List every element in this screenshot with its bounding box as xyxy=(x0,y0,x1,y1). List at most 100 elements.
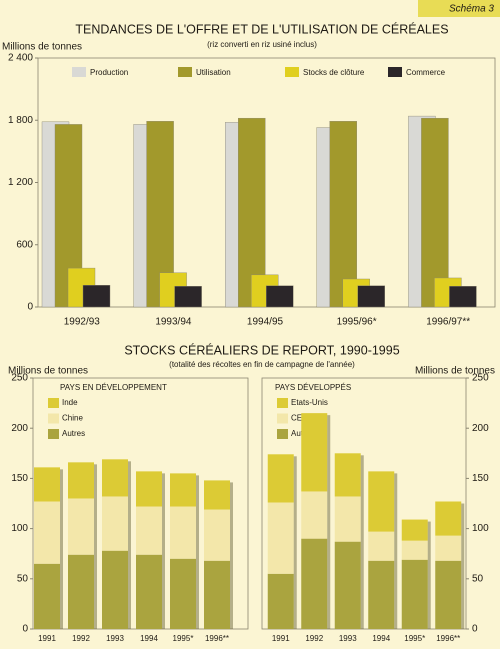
bar-segment xyxy=(435,535,462,561)
y-tick-label: 50 xyxy=(17,573,29,584)
bar-segment xyxy=(368,560,395,629)
chart-subtitle: (totalité des récoltes en fin de campagn… xyxy=(169,360,355,369)
legend-swatch xyxy=(178,67,192,77)
legend-label: CEI xyxy=(291,414,304,423)
y-tick-label: 200 xyxy=(472,423,489,434)
legend-label: Chine xyxy=(62,414,83,423)
x-tick-label: 1993 xyxy=(339,634,357,643)
y-tick-label: 250 xyxy=(472,373,489,384)
bar-segment xyxy=(301,413,328,492)
legend-label: Inde xyxy=(62,398,78,407)
legend-label: Stocks de clôture xyxy=(303,68,365,77)
bar xyxy=(174,286,202,308)
bar-side xyxy=(394,473,398,629)
y-tick-label: 1 800 xyxy=(8,115,33,126)
bar-side xyxy=(196,475,199,629)
x-tick-label: 1996** xyxy=(436,634,460,643)
x-tick-label: 1995/96* xyxy=(337,317,377,328)
bar-segment xyxy=(267,502,294,574)
bar-segment xyxy=(136,554,162,629)
x-tick-label: 1992 xyxy=(305,634,323,643)
bar-segment xyxy=(401,540,428,560)
bar-segment xyxy=(68,462,94,499)
y-tick-label: 1 200 xyxy=(8,177,33,188)
bar-side xyxy=(461,503,465,629)
legend-swatch xyxy=(277,429,288,439)
legend-swatch xyxy=(48,413,59,424)
y-tick-label: 0 xyxy=(472,624,478,635)
bar-segment xyxy=(204,509,230,561)
bar-side xyxy=(293,456,297,629)
y-axis-label: Millions de tonnes xyxy=(8,366,88,377)
bar-segment xyxy=(170,473,196,507)
legend-swatch xyxy=(277,398,288,408)
bar-side xyxy=(360,455,364,629)
header-label: Schéma 3 xyxy=(449,4,494,15)
bar-segment xyxy=(204,480,230,510)
x-tick-label: 1995* xyxy=(404,634,425,643)
bar-segment xyxy=(267,454,294,503)
x-tick-label: 1991 xyxy=(38,634,56,643)
legend-swatch xyxy=(72,67,86,77)
y-tick-label: 250 xyxy=(11,373,28,384)
legend-label: Etats-Unis xyxy=(291,398,328,407)
legend-swatch xyxy=(48,398,59,408)
bar-side xyxy=(162,473,165,629)
x-tick-label: 1991 xyxy=(272,634,290,643)
legend-label: Utilisation xyxy=(196,68,231,77)
x-tick-label: 1994 xyxy=(140,634,158,643)
x-tick-label: 1996** xyxy=(205,634,229,643)
panel-title: PAYS EN DÉVELOPPEMENT xyxy=(60,383,167,392)
x-tick-label: 1992 xyxy=(72,634,90,643)
bar-segment xyxy=(136,506,162,555)
y-tick-label: 0 xyxy=(27,302,33,313)
bar-segment xyxy=(34,563,60,629)
x-tick-label: 1996/97** xyxy=(426,317,470,328)
bar-segment xyxy=(204,560,230,629)
bar-segment xyxy=(334,541,361,629)
legend-swatch xyxy=(285,67,299,77)
bar-segment xyxy=(136,471,162,507)
bar-segment xyxy=(34,501,60,564)
y-axis-label: Millions de tonnes xyxy=(2,42,82,53)
bar-side xyxy=(128,461,131,629)
chart-title: TENDANCES DE L'OFFRE ET DE L'UTILISATION… xyxy=(75,21,448,36)
y-tick-label: 50 xyxy=(472,573,484,584)
bar-side xyxy=(60,469,63,629)
y-tick-label: 150 xyxy=(11,473,28,484)
x-tick-label: 1994 xyxy=(372,634,390,643)
bar xyxy=(421,117,449,308)
y-tick-label: 600 xyxy=(16,239,33,250)
x-tick-label: 1992/93 xyxy=(64,317,101,328)
bar-segment xyxy=(267,573,294,629)
bar-segment xyxy=(368,471,395,532)
chart-subtitle: (riz converti en riz usiné inclus) xyxy=(207,40,317,49)
bar-segment xyxy=(301,538,328,629)
bar-side xyxy=(230,482,233,629)
bar-segment xyxy=(68,498,94,555)
x-tick-label: 1993 xyxy=(106,634,124,643)
legend-swatch xyxy=(48,429,59,439)
bar-side xyxy=(427,521,431,629)
bar-segment xyxy=(68,554,94,629)
bar xyxy=(329,121,357,308)
bar-segment xyxy=(170,506,196,559)
bar-segment xyxy=(301,491,328,539)
legend-label: Commerce xyxy=(406,68,446,77)
bar-segment xyxy=(435,560,462,629)
y-tick-label: 2 400 xyxy=(8,53,33,64)
y-tick-label: 100 xyxy=(472,523,489,534)
bar-segment xyxy=(102,496,128,551)
header-band xyxy=(418,0,500,17)
bar-segment xyxy=(34,467,60,502)
x-tick-label: 1993/94 xyxy=(155,317,192,328)
bar-segment xyxy=(401,519,428,541)
x-tick-label: 1994/95 xyxy=(247,317,284,328)
bar xyxy=(449,286,477,308)
bar-segment xyxy=(368,531,395,561)
plot-frame xyxy=(261,377,467,630)
bar-segment xyxy=(435,501,462,536)
bar xyxy=(357,285,385,308)
bar-segment xyxy=(401,559,428,629)
